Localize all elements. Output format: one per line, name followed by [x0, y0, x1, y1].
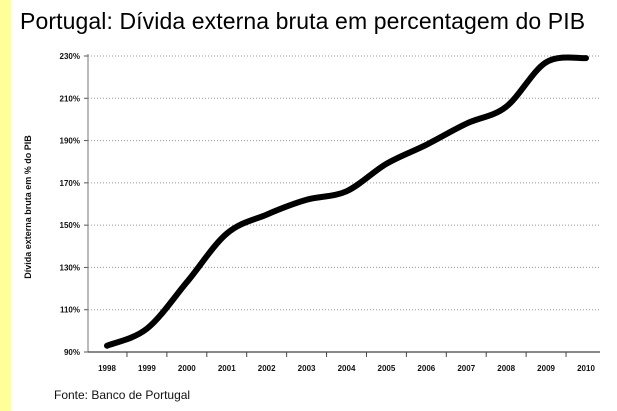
y-tick-label: 230%: [60, 52, 80, 61]
data-point-2002: [264, 211, 270, 218]
y-tick-label: 110%: [60, 306, 80, 315]
source-note: Fonte: Banco de Portugal: [54, 388, 191, 402]
x-tick-label: 2003: [298, 364, 316, 373]
data-point-2007: [463, 121, 469, 127]
grid-lines: [88, 55, 600, 311]
y-tick-label: 90%: [64, 348, 80, 357]
y-tick-label: 190%: [60, 137, 80, 146]
data-point-2010: [583, 55, 589, 61]
x-tick-label: 1998: [98, 364, 116, 373]
y-tick-label: 210%: [60, 94, 80, 103]
x-tick-label: 2008: [497, 364, 515, 373]
y-axis-label: Dívida externa bruta em % do PIB: [23, 135, 33, 279]
x-tick-label: 2010: [577, 364, 595, 373]
x-tick-label: 2005: [378, 364, 396, 373]
data-point-2006: [423, 142, 429, 148]
x-tick-label: 2009: [537, 364, 555, 373]
x-tick-label: 2004: [338, 364, 356, 373]
y-tick-label: 130%: [60, 263, 80, 272]
data-point-2009: [543, 59, 549, 65]
y-tick-label: 170%: [60, 179, 80, 188]
y-tick-label: 150%: [60, 221, 80, 230]
x-tick-label: 1999: [138, 364, 156, 373]
x-tick-label: 2002: [258, 364, 276, 373]
x-axis: 1998 1999 2000 2001 2002 2003 2004 2005 2006 2007…: [88, 351, 600, 373]
data-point-2008: [503, 104, 509, 110]
data-point-2000: [184, 279, 190, 285]
page-title: Portugal: Dívida externa bruta em percen…: [20, 8, 586, 34]
series-line: [104, 54, 589, 349]
data-point-2005: [383, 161, 390, 167]
series-layer: [104, 54, 589, 349]
x-tick-label: 2001: [218, 364, 236, 373]
data-point-1999: [144, 326, 150, 332]
data-point-2004: [343, 188, 350, 194]
y-axis: 90% 110% 130% 150% 170% 190% 210% 230%: [60, 52, 89, 357]
x-tick-label: 2000: [178, 364, 196, 373]
data-point-2003: [303, 197, 310, 203]
data-point-2001: [224, 231, 230, 237]
x-tick-label: 2006: [417, 364, 435, 373]
data-point-1998: [104, 343, 110, 349]
x-tick-label: 2007: [457, 364, 475, 373]
